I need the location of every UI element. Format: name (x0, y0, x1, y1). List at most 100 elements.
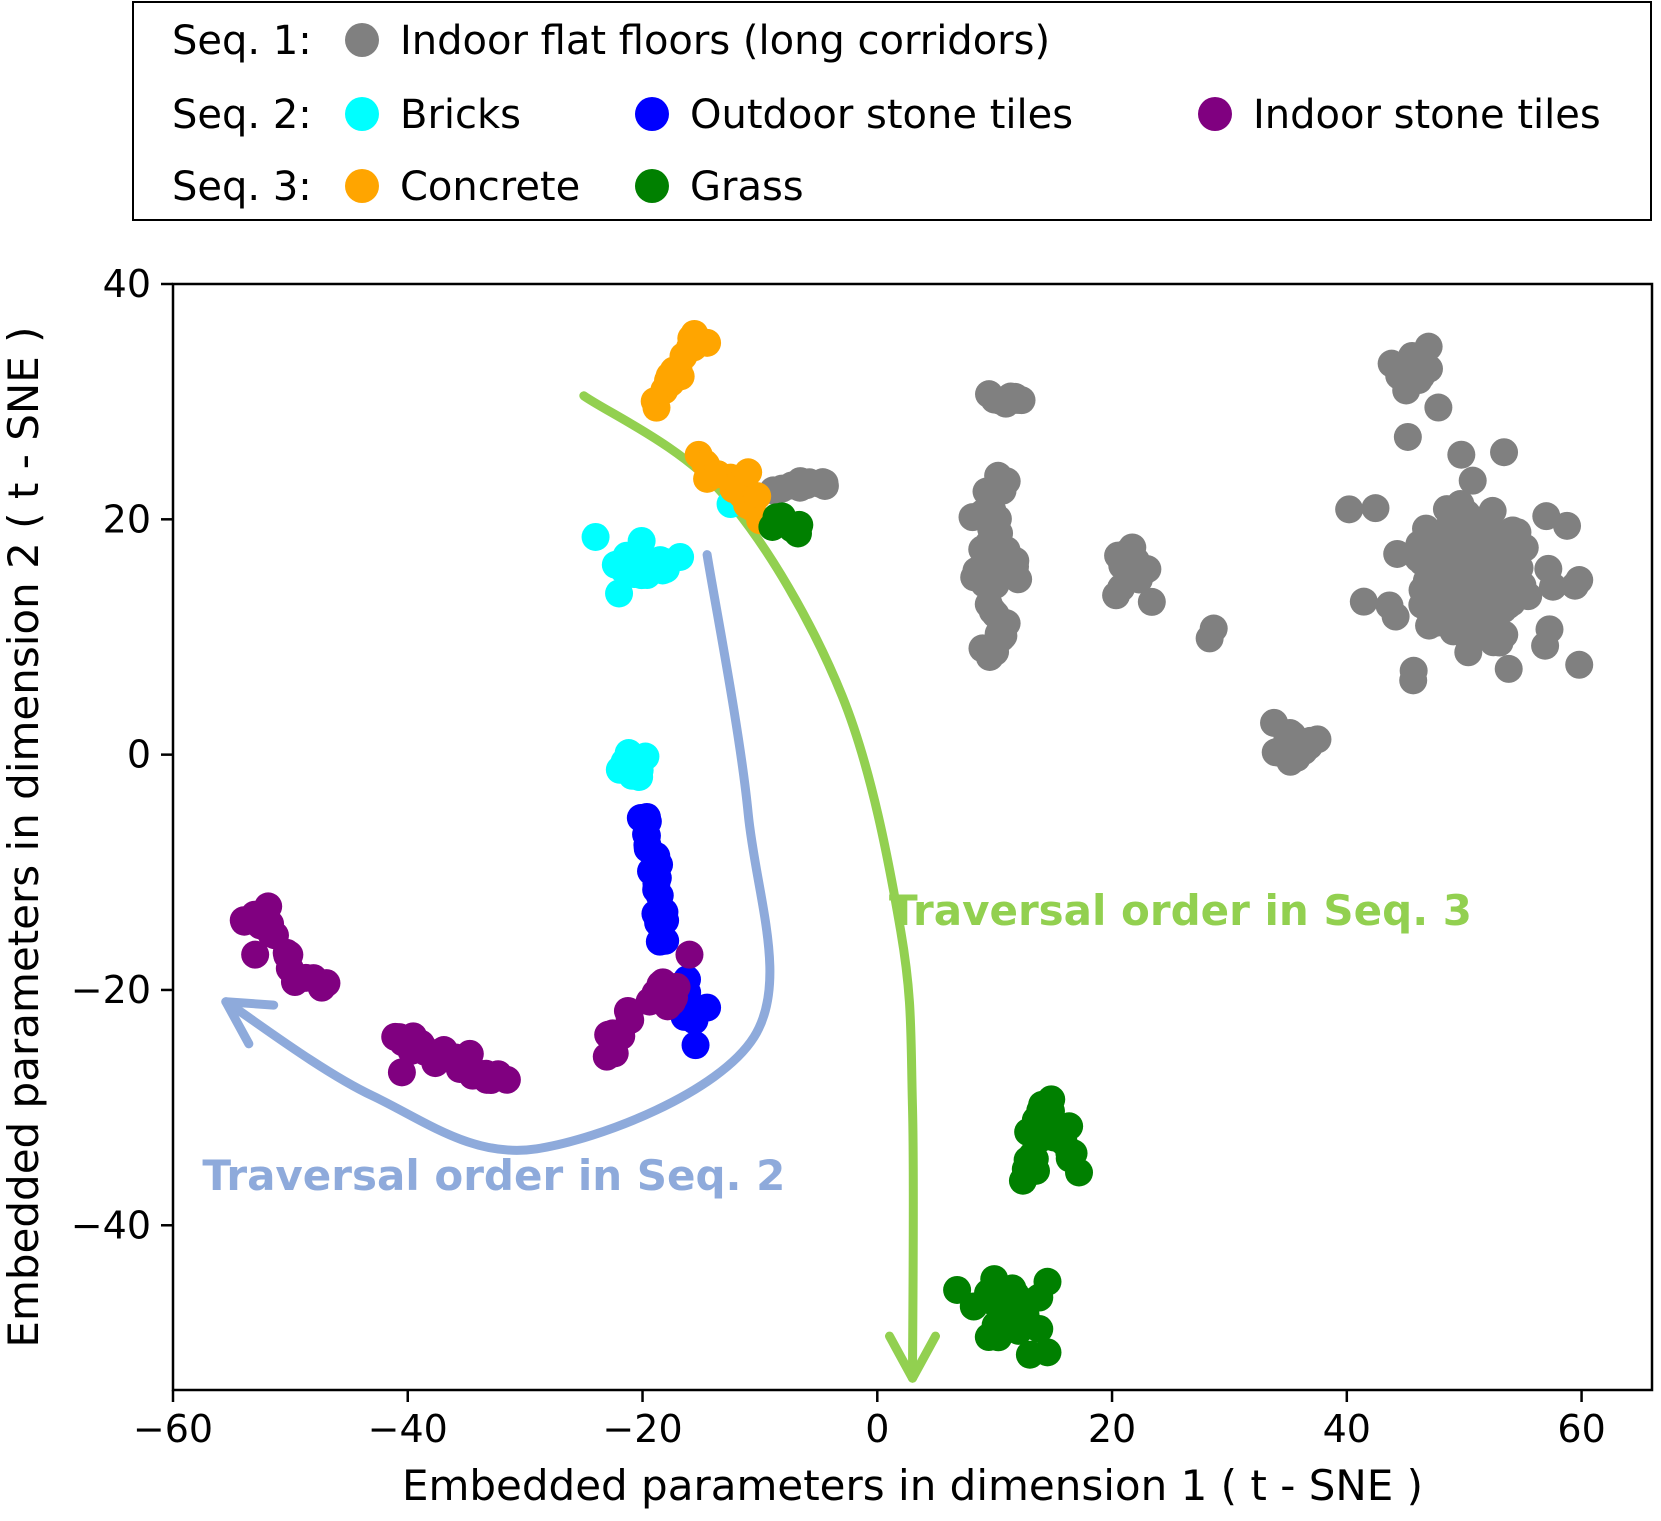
point (1033, 1338, 1062, 1367)
point (1383, 539, 1412, 568)
point (662, 972, 691, 1001)
plot-frame (171, 282, 1654, 1392)
point (1503, 518, 1532, 547)
point (1475, 595, 1504, 624)
seq2-arrow-head (221, 997, 279, 1049)
annotation-traversal-order-in-seq-2: Traversal order in Seq. 2 (202, 1151, 785, 1200)
point (1065, 1158, 1094, 1187)
y-tick-label: −20 (71, 968, 151, 1012)
x-tick-label: 0 (865, 1407, 889, 1451)
legend-marker-indoor-flat-floors-long-corridors (345, 23, 379, 57)
point (642, 875, 671, 904)
annotations: Traversal order in Seq. 3 Traversal order… (202, 886, 1472, 1200)
point (645, 927, 674, 956)
traversal-arrows (221, 391, 941, 1383)
legend-entry-indoor-stone-tiles: Indoor stone tiles (1253, 92, 1601, 138)
legend-entry-grass: Grass (690, 164, 804, 210)
point (631, 742, 660, 771)
y-tick-label: −40 (71, 1203, 151, 1247)
point (1490, 438, 1519, 467)
point (1439, 509, 1468, 538)
point (1114, 537, 1143, 566)
point (1303, 725, 1332, 754)
point (675, 940, 704, 969)
legend-marker-outdoor-stone-tiles (635, 97, 669, 131)
point (605, 579, 634, 608)
point (734, 458, 763, 487)
point (783, 519, 812, 548)
axes: −60 −40 −20 0 20 40 60 −40 −20 0 20 40 Embedded para… (0, 262, 1606, 1510)
legend-marker-bricks (345, 97, 379, 131)
point (1472, 547, 1501, 576)
point (1260, 708, 1289, 737)
point (1033, 1267, 1062, 1296)
legend: Seq. 1: Indoor flat floors (long corridor… (132, 1, 1652, 221)
series-indoor-flat-floors-long-corridors (759, 332, 1594, 776)
point (1195, 624, 1224, 653)
point (1007, 386, 1036, 415)
point (743, 482, 772, 511)
point (805, 469, 834, 498)
point (1458, 466, 1487, 495)
point (1531, 631, 1560, 660)
point (1389, 363, 1418, 392)
point (1424, 393, 1453, 422)
point (581, 522, 610, 551)
point (1272, 734, 1301, 763)
series-grass (758, 502, 1094, 1369)
x-tick-label: −40 (368, 1407, 448, 1451)
legend-marker-grass (635, 169, 669, 203)
legend-marker-indoor-stone-tiles (1198, 97, 1232, 131)
legend-entry-outdoor-stone-tiles: Outdoor stone tiles (690, 92, 1073, 138)
legend-entry-indoor-flat-floors-long-corridors: Indoor flat floors (long corridors) (400, 18, 1050, 64)
x-tick-label: −20 (602, 1407, 682, 1451)
point (1538, 572, 1567, 601)
legend-marker-concrete (345, 169, 379, 203)
point (1408, 576, 1437, 605)
point (943, 1275, 972, 1304)
point (627, 526, 656, 555)
point (987, 624, 1016, 653)
annotation-traversal-order-in-seq-3: Traversal order in Seq. 3 (889, 886, 1472, 935)
point (1393, 422, 1422, 451)
point (1408, 548, 1437, 577)
point (681, 1031, 710, 1060)
point (1137, 587, 1166, 616)
point (492, 1065, 521, 1094)
point (1335, 495, 1364, 524)
point (1485, 628, 1514, 657)
series-concrete (640, 319, 775, 535)
point (1414, 354, 1443, 383)
point (616, 1006, 645, 1035)
point (312, 969, 341, 998)
seq2-arrow-line (221, 550, 775, 1155)
y-tick-label: 0 (127, 733, 151, 777)
point (974, 1323, 1003, 1352)
legend-box (132, 1, 1652, 221)
x-tick-label: 40 (1323, 1407, 1371, 1451)
legend-group-label: Seq. 2: (172, 92, 312, 138)
point (1494, 654, 1523, 683)
point (608, 752, 637, 781)
legend-entry-concrete: Concrete (400, 164, 580, 210)
point (960, 563, 989, 592)
point (693, 328, 722, 357)
point (1412, 514, 1441, 543)
legend-group-label: Seq. 1: (172, 18, 312, 64)
legend-group-label: Seq. 3: (172, 164, 312, 210)
point (1565, 566, 1594, 595)
point (1102, 581, 1131, 610)
point (1349, 587, 1378, 616)
point (983, 504, 1012, 533)
point (1447, 440, 1476, 469)
x-tick-label: 60 (1557, 1407, 1605, 1451)
point (1375, 591, 1404, 620)
point (988, 476, 1017, 505)
series-bricks (581, 490, 745, 791)
point (241, 940, 270, 969)
x-tick-label: 20 (1088, 1407, 1136, 1451)
point (1439, 596, 1468, 625)
point (1005, 1285, 1034, 1314)
seq3-arrow-head (884, 1331, 941, 1383)
point (693, 993, 722, 1022)
